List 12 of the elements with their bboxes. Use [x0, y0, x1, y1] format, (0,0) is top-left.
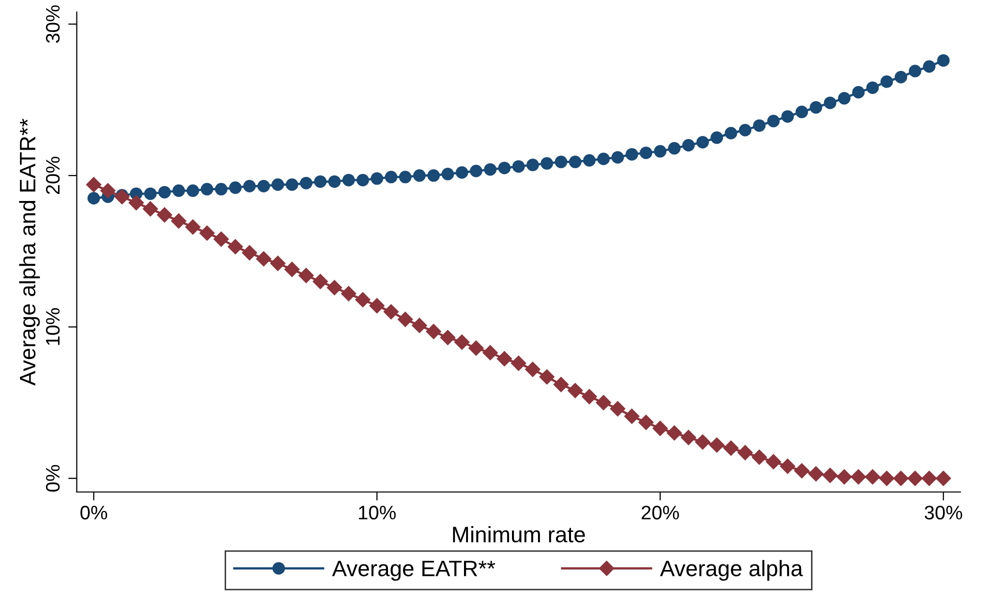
- y-tick-label: 30%: [46, 5, 60, 43]
- y-axis-title: Average alpha and EATR**: [19, 118, 40, 386]
- x-axis-title: Minimum rate: [453, 526, 585, 542]
- y-tick-label: 20%: [46, 156, 60, 194]
- x-tick-label: 30%: [924, 506, 962, 520]
- x-tick-label: 20%: [642, 506, 679, 520]
- legend-label: Average alpha: [660, 560, 803, 581]
- x-tick-label: 10%: [358, 506, 396, 520]
- y-tick-label: 10%: [46, 308, 60, 345]
- legend-label: Average EATR**: [332, 560, 496, 581]
- y-tick-label: 0%: [46, 465, 60, 492]
- x-tick-label: 0%: [80, 506, 108, 520]
